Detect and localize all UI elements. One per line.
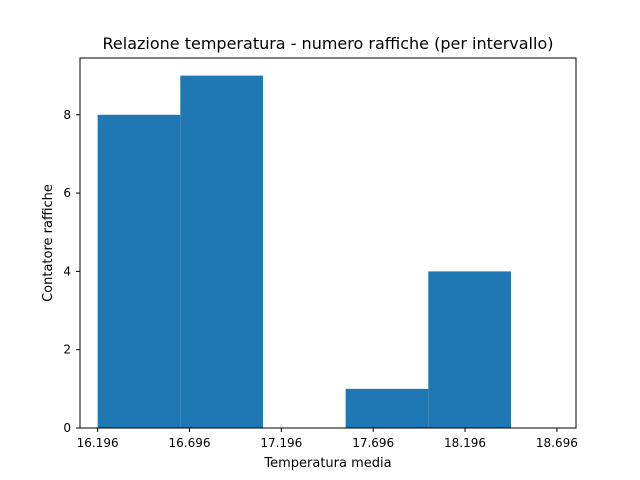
y-tick-label: 4 [63, 264, 71, 278]
x-axis-label: Temperatura media [263, 456, 391, 471]
x-tick-label: 16.696 [168, 436, 210, 450]
x-tick-label: 17.196 [260, 436, 302, 450]
axes-frame [79, 57, 577, 429]
histogram-bar [97, 114, 181, 428]
y-ticks-group: 0 2 4 6 8 [63, 108, 80, 435]
bars-group [97, 75, 511, 428]
x-tick-label: 16.196 [77, 436, 119, 450]
histogram-bar [345, 388, 429, 428]
chart-title: Relazione temperatura - numero raffiche … [103, 34, 554, 53]
histogram-bar [428, 271, 511, 428]
x-ticks-group: 16.196 16.696 17.196 17.696 18.196 18.696 [77, 428, 578, 450]
y-tick-label: 6 [63, 186, 71, 200]
x-tick-label: 18.696 [536, 436, 578, 450]
y-tick-label: 0 [63, 421, 71, 435]
x-tick-label: 18.196 [444, 436, 486, 450]
histogram-bar [180, 75, 263, 428]
y-tick-label: 2 [63, 343, 71, 357]
x-tick-label: 17.696 [352, 436, 394, 450]
y-axis-label: Contatore raffiche [41, 184, 56, 302]
y-tick-label: 8 [63, 108, 71, 122]
